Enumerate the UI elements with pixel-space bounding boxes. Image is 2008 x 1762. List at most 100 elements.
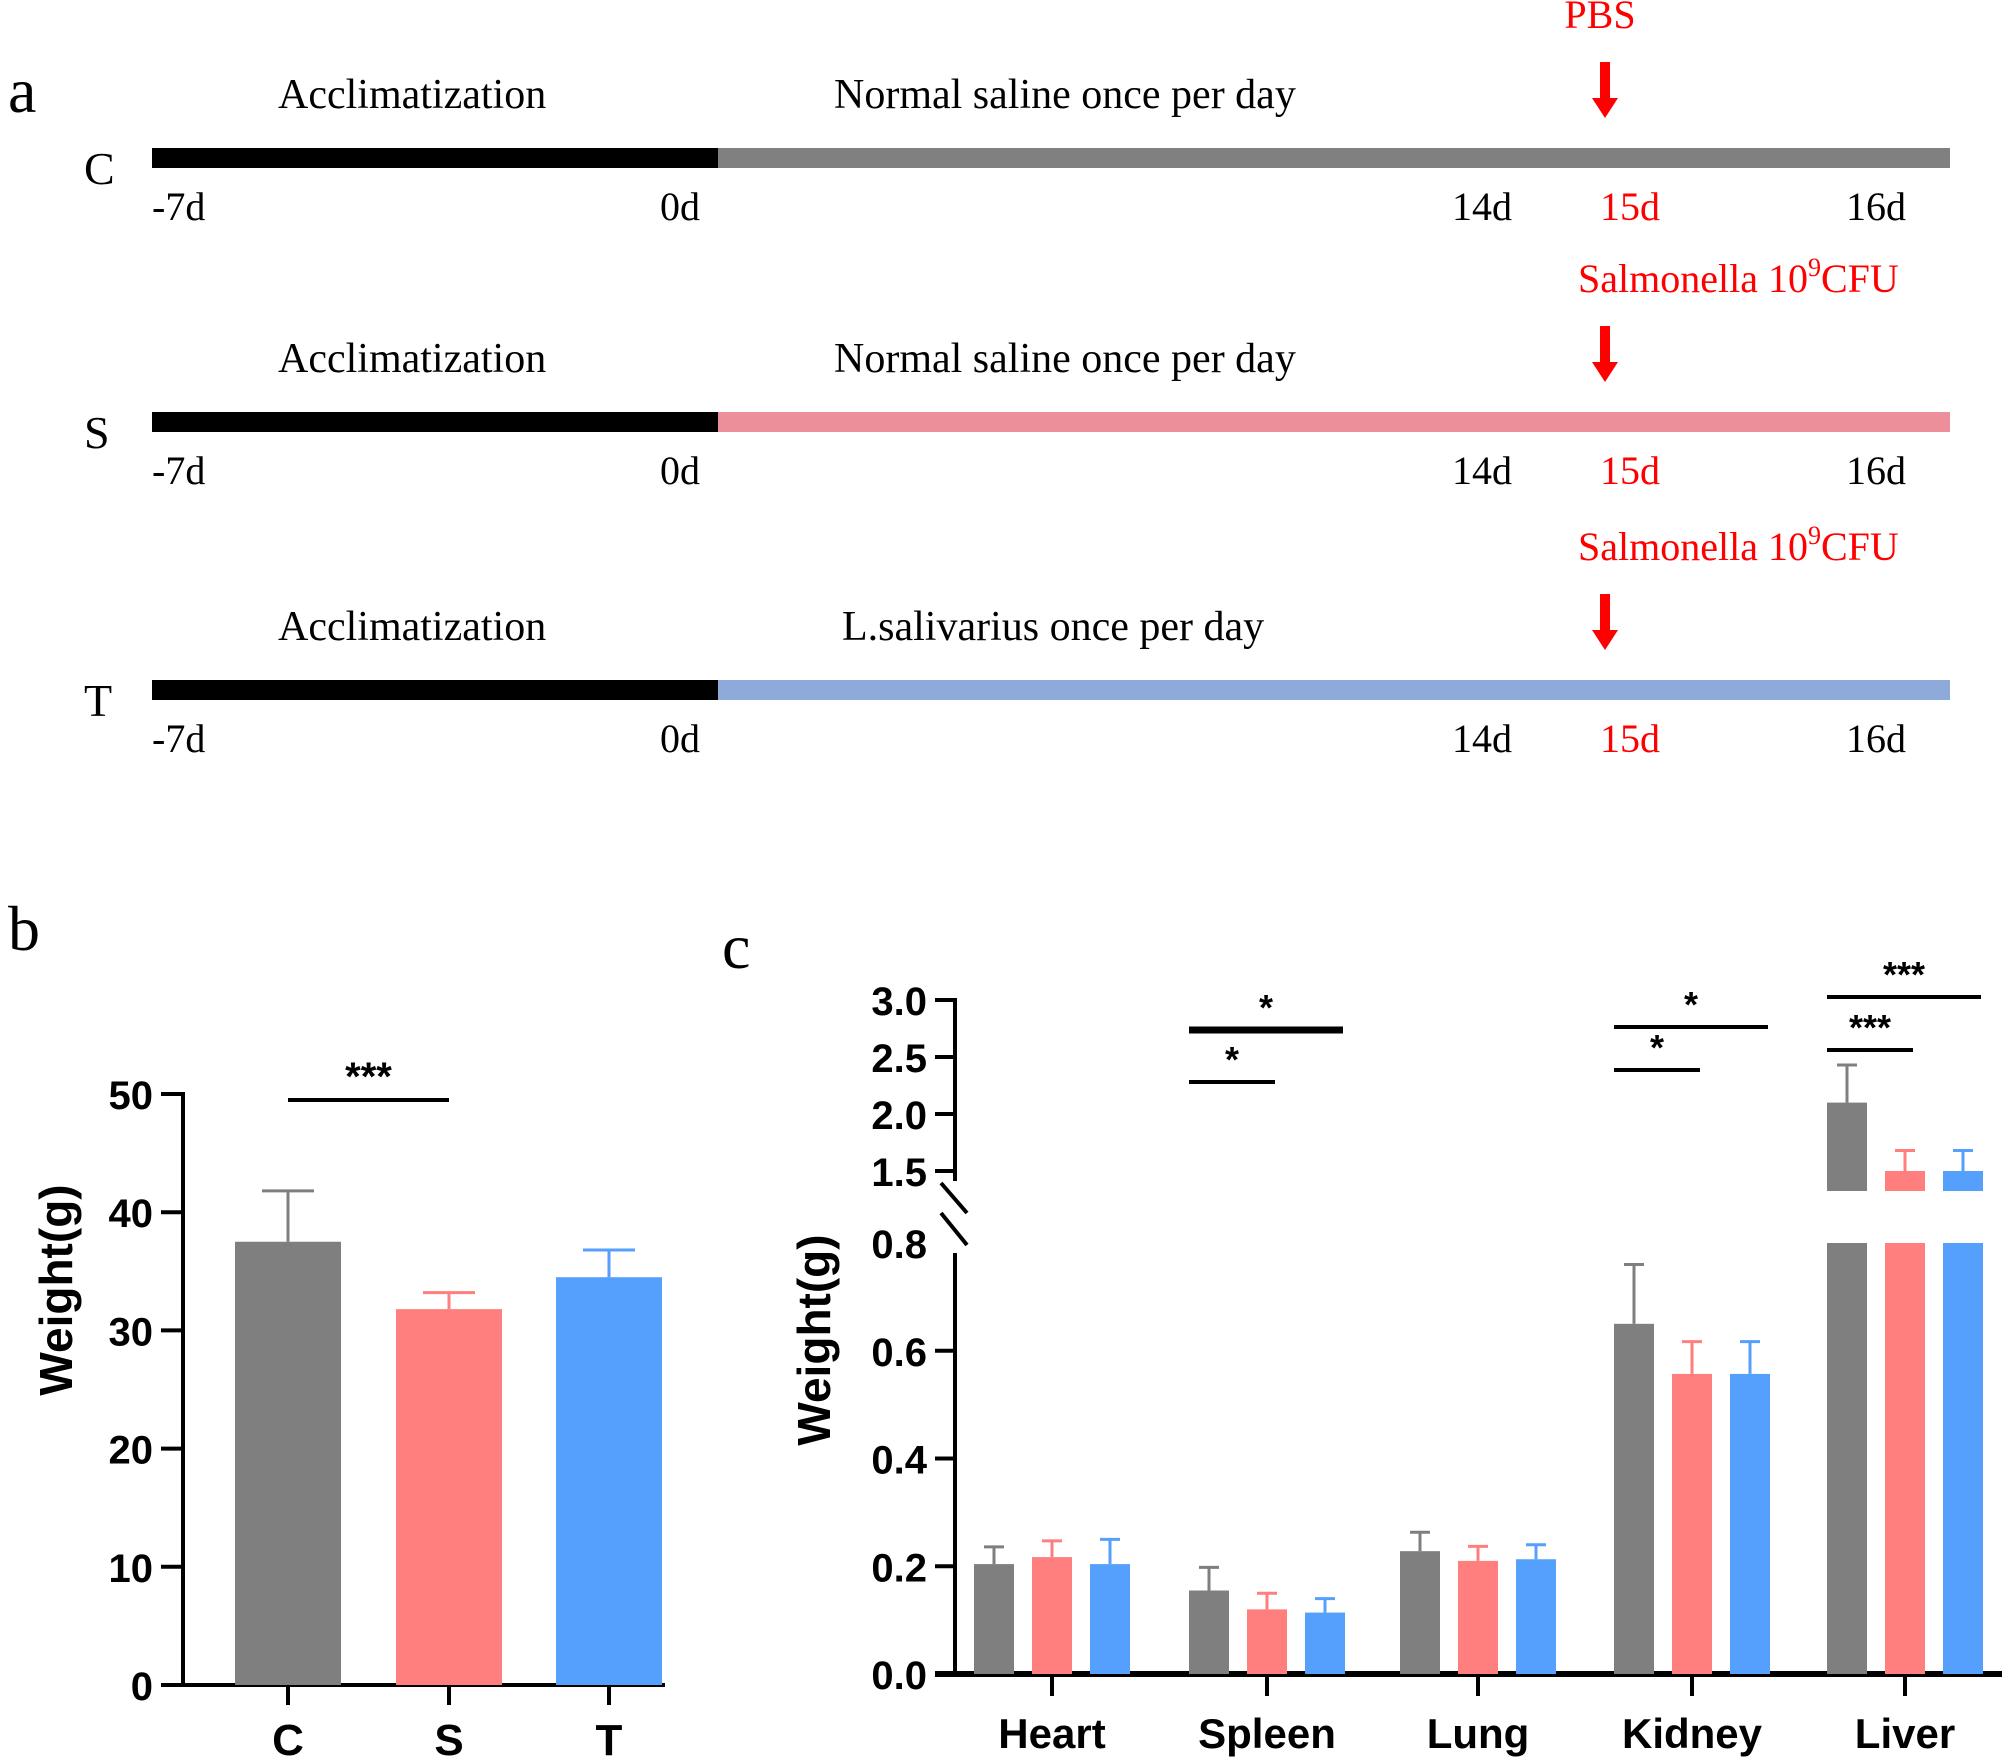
timeline-tick-label: -7d (152, 184, 205, 229)
x-tick-label: Spleen (1198, 1710, 1336, 1757)
timeline-tick-label: 0d (660, 184, 700, 229)
significance-label: * (1684, 984, 1698, 1025)
phase-label-acclimatization: Acclimatization (278, 336, 546, 382)
bar-Lung-S (1458, 1560, 1498, 1674)
y-tick-label: 2.5 (871, 1037, 927, 1081)
axis-break-mark (939, 1211, 969, 1247)
y-tick-label: 50 (109, 1074, 154, 1118)
challenge-label-suffix: CFU (1821, 524, 1899, 569)
phase-label-treatment: Normal saline once per day (834, 336, 1296, 382)
group-label: S (84, 407, 110, 458)
bar-Kidney-C (1614, 1323, 1654, 1674)
timeline-tick-label: -7d (152, 448, 205, 493)
bar-Heart-S (1032, 1557, 1072, 1674)
x-tick-label: T (596, 1716, 623, 1762)
phase-label-acclimatization: Acclimatization (278, 604, 546, 650)
significance-label: * (1650, 1027, 1664, 1068)
y-tick-label: 20 (109, 1429, 154, 1473)
timeline-bar-treatment (718, 680, 1950, 700)
x-tick-label: S (434, 1716, 463, 1762)
y-tick-label: 0.2 (871, 1546, 927, 1590)
y-tick-label: 0 (131, 1665, 153, 1709)
phase-label-acclimatization: Acclimatization (278, 72, 546, 118)
bar-Liver-S-upper (1885, 1171, 1925, 1191)
significance-label: *** (1849, 1007, 1891, 1048)
challenge-label-superscript: 9 (1808, 521, 1821, 550)
timeline-tick-label: 15d (1600, 184, 1660, 229)
timeline-tick-label: 16d (1846, 184, 1906, 229)
y-axis-label: Weight(g) (788, 1234, 840, 1445)
bar-Liver-S-lower (1885, 1243, 1925, 1674)
bar-Heart-C (974, 1564, 1014, 1674)
y-tick-label: 1.5 (871, 1151, 927, 1195)
significance-label: *** (345, 1055, 392, 1099)
bar-Kidney-S (1672, 1373, 1712, 1674)
timeline-tick-label: 14d (1452, 448, 1512, 493)
bar-Lung-T (1516, 1559, 1556, 1674)
axis-break-mark (939, 1181, 969, 1215)
x-tick-label: Liver (1855, 1710, 1955, 1757)
challenge-label-suffix: CFU (1821, 256, 1899, 301)
timeline-tick-label: 14d (1452, 716, 1512, 761)
challenge-label-text: Salmonella 10 (1578, 256, 1808, 301)
timeline-tick-label: 14d (1452, 184, 1512, 229)
bar-T (556, 1277, 662, 1685)
x-tick-label: Kidney (1622, 1710, 1763, 1757)
timeline-tick-label: 0d (660, 448, 700, 493)
timeline-bar-treatment (718, 148, 1950, 168)
x-tick-label: Lung (1427, 1710, 1530, 1757)
y-tick-label: 2.0 (871, 1094, 927, 1138)
group-label: C (84, 143, 115, 194)
x-tick-label: C (272, 1716, 304, 1762)
bar-Liver-C-upper (1827, 1102, 1867, 1191)
timeline-panel: C Acclimatization Normal saline once per d… (84, 0, 1950, 761)
timeline-bar-acclimatization (152, 680, 718, 700)
bar-Spleen-S (1247, 1609, 1287, 1674)
panel-label-a: a (8, 55, 36, 126)
timeline-tick-label: 15d (1600, 716, 1660, 761)
panel-label-c: c (722, 911, 750, 982)
timeline-tick-label: 15d (1600, 448, 1660, 493)
y-tick-label: 30 (109, 1310, 154, 1354)
timeline-tick-label: 16d (1846, 716, 1906, 761)
phase-label-treatment: Normal saline once per day (834, 72, 1296, 118)
bar-Kidney-T (1730, 1373, 1770, 1674)
significance-label: * (1225, 1039, 1239, 1080)
phase-label-treatment: L.salivarius once per day (842, 604, 1264, 650)
timeline-bar-acclimatization (152, 412, 718, 432)
chart-b: 0 10 20 30 40 50 Weight(g) C S T *** (30, 1055, 665, 1762)
y-tick-label: 10 (109, 1547, 154, 1591)
x-tick-label: Heart (998, 1710, 1105, 1757)
bar-Liver-T-upper (1943, 1171, 1983, 1191)
chart-c: 0.0 0.2 0.4 0.6 0.8 1.5 2.0 2.5 3.0 Weight(g) Hear… (788, 954, 2002, 1757)
bar-Liver-C-lower (1827, 1243, 1867, 1674)
bar-Lung-C (1400, 1551, 1440, 1674)
y-tick-label: 40 (109, 1192, 154, 1236)
timeline-bar-treatment (718, 412, 1950, 432)
y-tick-label: 0.4 (871, 1439, 927, 1483)
timeline-bar-acclimatization (152, 148, 718, 168)
significance-label: * (1259, 987, 1273, 1028)
challenge-label: PBS (1564, 0, 1635, 37)
bar-S (396, 1309, 502, 1685)
challenge-label-text: PBS (1564, 0, 1635, 37)
bar-Spleen-C (1189, 1590, 1229, 1674)
significance-label: *** (1883, 954, 1925, 995)
y-tick-label: 0.8 (871, 1223, 927, 1267)
down-arrow-icon (1592, 594, 1618, 650)
challenge-label: Salmonella 109CFU (1578, 521, 1899, 569)
down-arrow-icon (1592, 326, 1618, 382)
bar-Spleen-T (1305, 1612, 1345, 1674)
bar-Liver-T-lower (1943, 1243, 1983, 1674)
bar-C (235, 1241, 341, 1685)
group-label: T (84, 675, 112, 726)
y-tick-label: 0.0 (871, 1654, 927, 1698)
bar-Heart-T (1090, 1564, 1130, 1674)
y-tick-label: 3.0 (871, 980, 927, 1024)
y-axis-label: Weight(g) (30, 1184, 82, 1395)
challenge-label-text: Salmonella 10 (1578, 524, 1808, 569)
y-tick-label: 0.6 (871, 1331, 927, 1375)
timeline-tick-label: -7d (152, 716, 205, 761)
challenge-label-superscript: 9 (1808, 253, 1821, 282)
